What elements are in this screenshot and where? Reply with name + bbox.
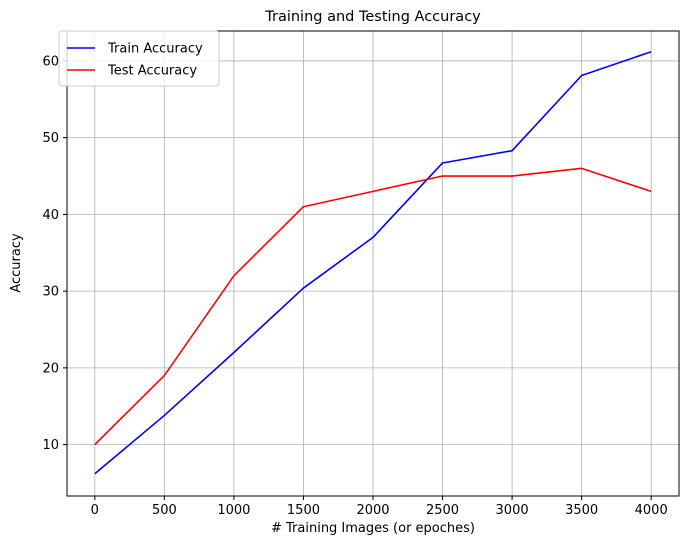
train-accuracy-point: [650, 51, 652, 53]
x-tick-label: 2000: [356, 503, 389, 518]
grid-lines: [67, 31, 679, 496]
x-axis-label: # Training Images (or epoches): [271, 521, 475, 536]
test-accuracy-point: [233, 275, 235, 277]
x-tick-label: 500: [152, 503, 177, 518]
test-accuracy-legend-label: Test Accuracy: [107, 64, 197, 79]
x-tick-label: 3500: [565, 503, 598, 518]
chart-title: Training and Testing Accuracy: [264, 9, 481, 25]
train-accuracy-point: [511, 150, 513, 152]
y-tick-label: 60: [42, 54, 59, 69]
test-accuracy-point: [372, 191, 374, 193]
train-accuracy-line: [94, 50, 652, 475]
train-accuracy-point: [164, 415, 166, 417]
test-accuracy-point: [442, 175, 444, 177]
y-tick-label: 40: [42, 208, 59, 223]
legend-box: [58, 30, 220, 87]
y-tick-label: 20: [42, 361, 59, 376]
test-accuracy-line: [94, 167, 652, 446]
test-accuracy-point: [94, 444, 96, 446]
train-accuracy-point: [233, 352, 235, 354]
train-accuracy-point: [581, 75, 583, 77]
y-tick-label: 30: [42, 285, 59, 300]
x-tick-label: 0: [91, 503, 99, 518]
test-accuracy-point: [650, 191, 652, 193]
y-tick-label: 10: [42, 438, 59, 453]
x-tick-label: 4000: [635, 503, 668, 518]
test-accuracy-point: [164, 375, 166, 377]
x-tick-label: 1500: [287, 503, 320, 518]
test-accuracy-point: [511, 175, 513, 177]
train-accuracy-point: [442, 162, 444, 164]
y-axis-ticks: 10 20 30 40 50 60: [42, 54, 67, 453]
train-accuracy-legend-label: Train Accuracy: [107, 42, 203, 57]
series-lines: [94, 50, 652, 475]
test-accuracy-point: [303, 206, 305, 208]
x-tick-label: 3000: [496, 503, 529, 518]
legend: Train Accuracy Test Accuracy: [58, 30, 220, 87]
test-accuracy-point: [581, 168, 583, 170]
train-accuracy-point: [372, 237, 374, 239]
y-tick-label: 50: [42, 131, 59, 146]
train-accuracy-point: [94, 473, 96, 475]
x-axis-ticks: 0 500 1000 1500 2000 2500 3000 3500 4000: [91, 496, 668, 518]
y-axis-label: Accuracy: [9, 233, 24, 293]
train-accuracy-point: [303, 287, 305, 289]
x-tick-label: 1000: [217, 503, 250, 518]
x-tick-label: 2500: [426, 503, 459, 518]
